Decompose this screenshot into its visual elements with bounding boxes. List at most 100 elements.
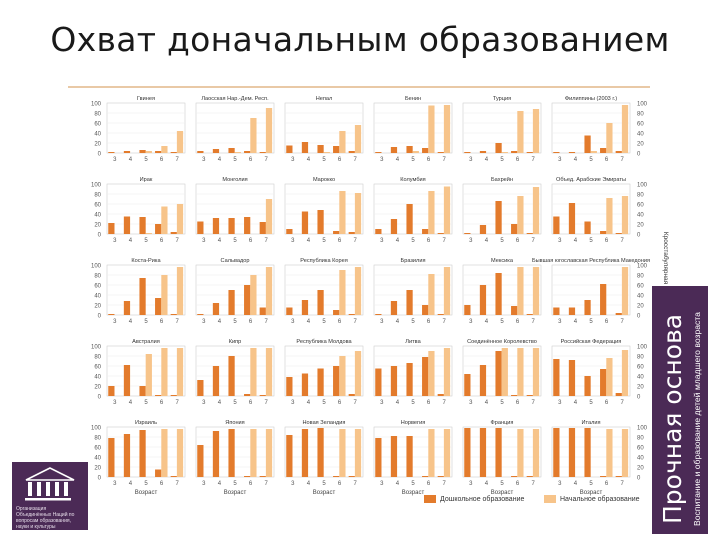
- panel-frame: [284, 345, 364, 397]
- bar-preprimary: [553, 428, 560, 477]
- x-tick-label: 7: [443, 238, 447, 244]
- x-tick-label: 4: [396, 481, 400, 487]
- bar-primary: [265, 429, 273, 477]
- x-tick-label: 5: [233, 238, 237, 244]
- x-tick-label: 7: [443, 481, 447, 487]
- x-tick-label: 3: [469, 400, 473, 406]
- panel-frame: [551, 264, 631, 316]
- bar-preprimary: [333, 231, 340, 234]
- x-tick-label: 7: [621, 481, 625, 487]
- bar-preprimary: [301, 373, 309, 396]
- bar-preprimary: [390, 436, 398, 477]
- bar-preprimary: [600, 369, 607, 396]
- right-axis-tick-label: 100: [637, 264, 648, 270]
- right-axis-tick-label: 80: [637, 274, 644, 280]
- bar-preprimary: [390, 147, 398, 153]
- x-tick-label: 3: [380, 238, 384, 244]
- bar-preprimary: [348, 314, 355, 315]
- right-axis-tick-label: 20: [637, 385, 644, 391]
- bar-primary: [621, 105, 629, 153]
- bar-preprimary: [228, 218, 235, 234]
- bar-preprimary: [317, 145, 324, 153]
- x-tick-label: 5: [411, 238, 415, 244]
- x-tick-label: 6: [249, 319, 253, 325]
- bar-preprimary: [317, 368, 324, 396]
- left-axis-tick-label: 40: [94, 375, 101, 381]
- x-tick-label: 4: [129, 238, 133, 244]
- bar-preprimary: [584, 221, 591, 234]
- bar-preprimary: [479, 225, 487, 234]
- bar-preprimary: [286, 145, 293, 153]
- panel-title: Коста-Рика: [131, 258, 161, 264]
- panel-frame: [462, 426, 542, 478]
- left-axis-tick-label: 40: [94, 132, 101, 138]
- bar-preprimary: [139, 217, 146, 234]
- panel-frame: [462, 264, 542, 316]
- x-tick-label: 5: [411, 157, 415, 163]
- side-banner-title: Прочная основа: [658, 313, 687, 524]
- panel-frame: [195, 426, 275, 478]
- bar-primary: [606, 358, 613, 396]
- bar-preprimary: [464, 305, 471, 315]
- bar-primary: [621, 429, 629, 477]
- panel-title: Непал: [316, 96, 333, 102]
- x-tick-label: 5: [322, 481, 326, 487]
- x-tick-label: 7: [532, 238, 536, 244]
- x-tick-label: 4: [574, 481, 578, 487]
- x-tick-label: 3: [558, 157, 562, 163]
- bar-preprimary: [286, 307, 293, 315]
- bar-primary: [443, 348, 451, 396]
- bar-preprimary: [348, 232, 355, 234]
- x-axis-label: Возраст: [491, 490, 514, 496]
- panel-frame: [284, 102, 364, 154]
- x-tick-label: 3: [469, 238, 473, 244]
- x-tick-label: 6: [249, 238, 253, 244]
- x-tick-label: 3: [558, 400, 562, 406]
- x-tick-label: 4: [307, 157, 311, 163]
- x-tick-label: 4: [396, 157, 400, 163]
- bar-primary: [145, 233, 152, 234]
- panel-title: Норвегия: [401, 420, 425, 426]
- x-tick-label: 6: [338, 157, 342, 163]
- bar-primary: [265, 267, 273, 315]
- bar-preprimary: [244, 151, 251, 153]
- bar-preprimary: [108, 152, 115, 153]
- x-tick-label: 4: [574, 400, 578, 406]
- bar-preprimary: [170, 232, 177, 234]
- x-tick-label: 5: [144, 157, 148, 163]
- left-axis-tick-label: 60: [94, 446, 101, 452]
- x-tick-label: 5: [500, 400, 504, 406]
- x-tick-label: 6: [160, 157, 164, 163]
- panel-frame: [106, 264, 186, 316]
- bar-preprimary: [464, 374, 471, 396]
- x-tick-label: 4: [574, 319, 578, 325]
- x-tick-label: 7: [621, 157, 625, 163]
- bar-primary: [621, 196, 629, 234]
- right-axis-tick-label: 0: [637, 395, 641, 401]
- x-tick-label: 4: [485, 238, 489, 244]
- left-axis-tick-label: 20: [94, 385, 101, 391]
- bar-preprimary: [228, 290, 235, 315]
- x-tick-label: 3: [469, 481, 473, 487]
- bar-preprimary: [479, 365, 487, 396]
- x-tick-label: 4: [307, 319, 311, 325]
- bar-preprimary: [511, 306, 518, 315]
- bar-primary: [517, 429, 524, 477]
- right-axis-tick-label: 60: [637, 284, 644, 290]
- bar-primary: [443, 429, 451, 477]
- bar-preprimary: [348, 394, 355, 396]
- right-axis-tick-label: 80: [637, 355, 644, 361]
- logo-line: вопросам образования,: [16, 518, 71, 524]
- x-tick-label: 7: [354, 481, 358, 487]
- right-axis-tick-label: 20: [637, 142, 644, 148]
- panel-title: Бенин: [405, 96, 421, 102]
- x-tick-label: 3: [380, 481, 384, 487]
- bar-primary: [339, 356, 346, 396]
- x-tick-label: 5: [500, 319, 504, 325]
- x-tick-label: 3: [291, 238, 295, 244]
- panel-title: Бразилия: [401, 258, 426, 264]
- panel-title: Республика Корея: [300, 258, 347, 264]
- panel-title: Соединённое Королевство: [467, 339, 537, 345]
- bar-preprimary: [437, 152, 444, 153]
